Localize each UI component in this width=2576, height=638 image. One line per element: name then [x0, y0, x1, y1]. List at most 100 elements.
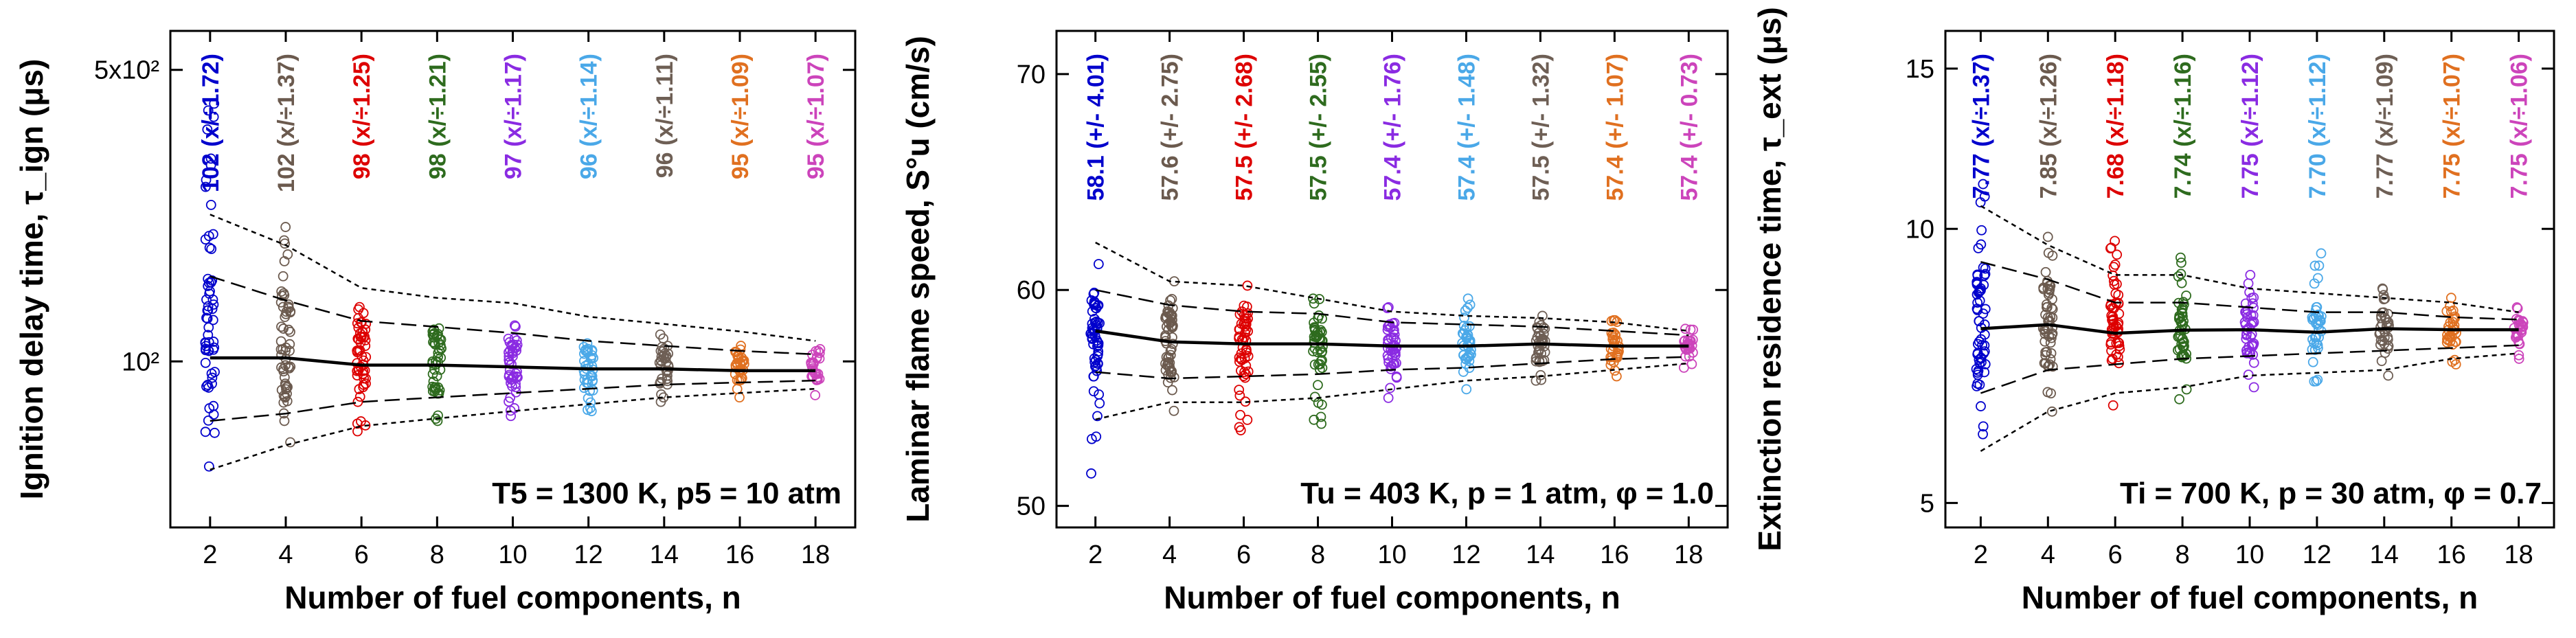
data-point: [1089, 314, 1100, 324]
data-point: [2445, 336, 2456, 347]
data-point: [2176, 258, 2187, 268]
x-tick-label: 2: [203, 540, 217, 569]
y-tick-label: 50: [1017, 492, 1046, 521]
data-point: [2450, 337, 2461, 348]
data-point: [507, 380, 517, 391]
data-point: [359, 373, 370, 384]
data-point: [511, 345, 522, 356]
x-tick-label: 10: [1377, 540, 1406, 569]
data-point: [1608, 315, 1619, 326]
data-point: [2307, 356, 2318, 367]
y-axis-title: Laminar flame speed, S°u (cm/s): [900, 36, 936, 523]
data-point: [587, 345, 598, 356]
data-point: [352, 418, 363, 429]
data-point: [2441, 306, 2452, 317]
condition-label: Ti = 700 K, p = 30 atm, φ = 0.7: [2120, 477, 2542, 510]
data-point: [506, 374, 517, 385]
data-point: [2248, 316, 2259, 327]
data-point: [1086, 433, 1097, 444]
data-point: [1459, 312, 1469, 323]
data-point: [1388, 326, 1399, 337]
data-point: [510, 321, 521, 332]
data-point: [280, 222, 291, 232]
data-point: [1458, 321, 1469, 331]
stat-label: 7.75 (x/÷1.12): [2237, 54, 2263, 198]
data-point: [1682, 339, 1693, 350]
data-point: [2043, 247, 2054, 258]
data-point: [434, 345, 445, 356]
data-point: [275, 336, 286, 347]
data-point: [285, 326, 295, 337]
data-point: [1687, 347, 1698, 358]
stat-label: 57.4 (+/- 1.07): [1602, 54, 1628, 201]
stat-label: 97 (x/÷1.17): [501, 54, 527, 179]
data-point: [509, 403, 520, 413]
data-point: [2443, 331, 2454, 342]
x-tick-label: 14: [650, 540, 679, 569]
data-point: [1241, 369, 1252, 380]
data-point: [2043, 361, 2053, 372]
data-point: [430, 382, 441, 393]
data-point: [285, 307, 295, 318]
data-point: [2307, 315, 2318, 325]
data-point: [2177, 308, 2188, 319]
data-point: [2241, 348, 2252, 358]
data-point: [1462, 293, 1473, 304]
data-point: [2046, 348, 2057, 358]
stat-label: 57.4 (+/- 0.73): [1676, 54, 1702, 201]
data-point: [208, 344, 218, 355]
data-point: [504, 347, 514, 358]
data-point: [1241, 310, 1252, 320]
data-point: [2109, 279, 2120, 290]
data-point: [432, 415, 443, 426]
data-point: [354, 391, 365, 402]
x-tick-label: 18: [1674, 540, 1703, 569]
inner-band-upper: [210, 275, 816, 356]
data-point: [1086, 468, 1096, 479]
outer-band-upper: [210, 214, 816, 342]
data-point: [1462, 302, 1473, 313]
data-point: [1163, 352, 1173, 363]
data-point: [276, 286, 287, 297]
data-point: [2178, 337, 2189, 348]
data-point: [205, 199, 216, 210]
data-point: [1234, 422, 1245, 433]
data-point: [2309, 260, 2320, 271]
data-point: [1314, 294, 1325, 304]
x-tick-label: 10: [498, 540, 527, 569]
data-point: [1607, 352, 1618, 362]
x-tick-label: 4: [2041, 540, 2055, 569]
stat-label: 57.5 (+/- 1.32): [1528, 54, 1554, 201]
data-point: [1390, 348, 1401, 358]
data-point: [2309, 278, 2320, 289]
data-point: [2042, 301, 2053, 312]
data-point: [352, 318, 363, 329]
y-tick-label: 10: [1906, 215, 1934, 244]
data-point: [208, 111, 219, 122]
data-point: [1460, 305, 1471, 316]
x-tick-label: 8: [2176, 540, 2190, 569]
data-point: [1091, 316, 1102, 327]
data-point: [1313, 380, 1323, 391]
data-point: [1167, 385, 1177, 396]
data-point: [2108, 400, 2119, 411]
data-point: [207, 315, 218, 326]
data-point: [2046, 406, 2057, 417]
data-point: [1094, 389, 1105, 400]
data-point: [1611, 371, 1622, 382]
data-point: [2176, 269, 2187, 280]
data-point: [1092, 411, 1103, 422]
data-point: [278, 288, 289, 299]
data-point: [2044, 284, 2055, 295]
data-point: [1458, 367, 1469, 377]
stat-label: 58.1 (+/- 4.01): [1083, 54, 1109, 201]
x-tick-label: 10: [2235, 540, 2264, 569]
y-tick-label: 5: [1920, 489, 1934, 518]
x-tick-label: 4: [278, 540, 293, 569]
x-tick-label: 18: [801, 540, 830, 569]
data-point: [1382, 303, 1393, 313]
data-point: [1461, 333, 1472, 344]
data-point: [1972, 305, 1983, 316]
data-point: [203, 461, 214, 472]
data-point: [1980, 304, 1991, 315]
